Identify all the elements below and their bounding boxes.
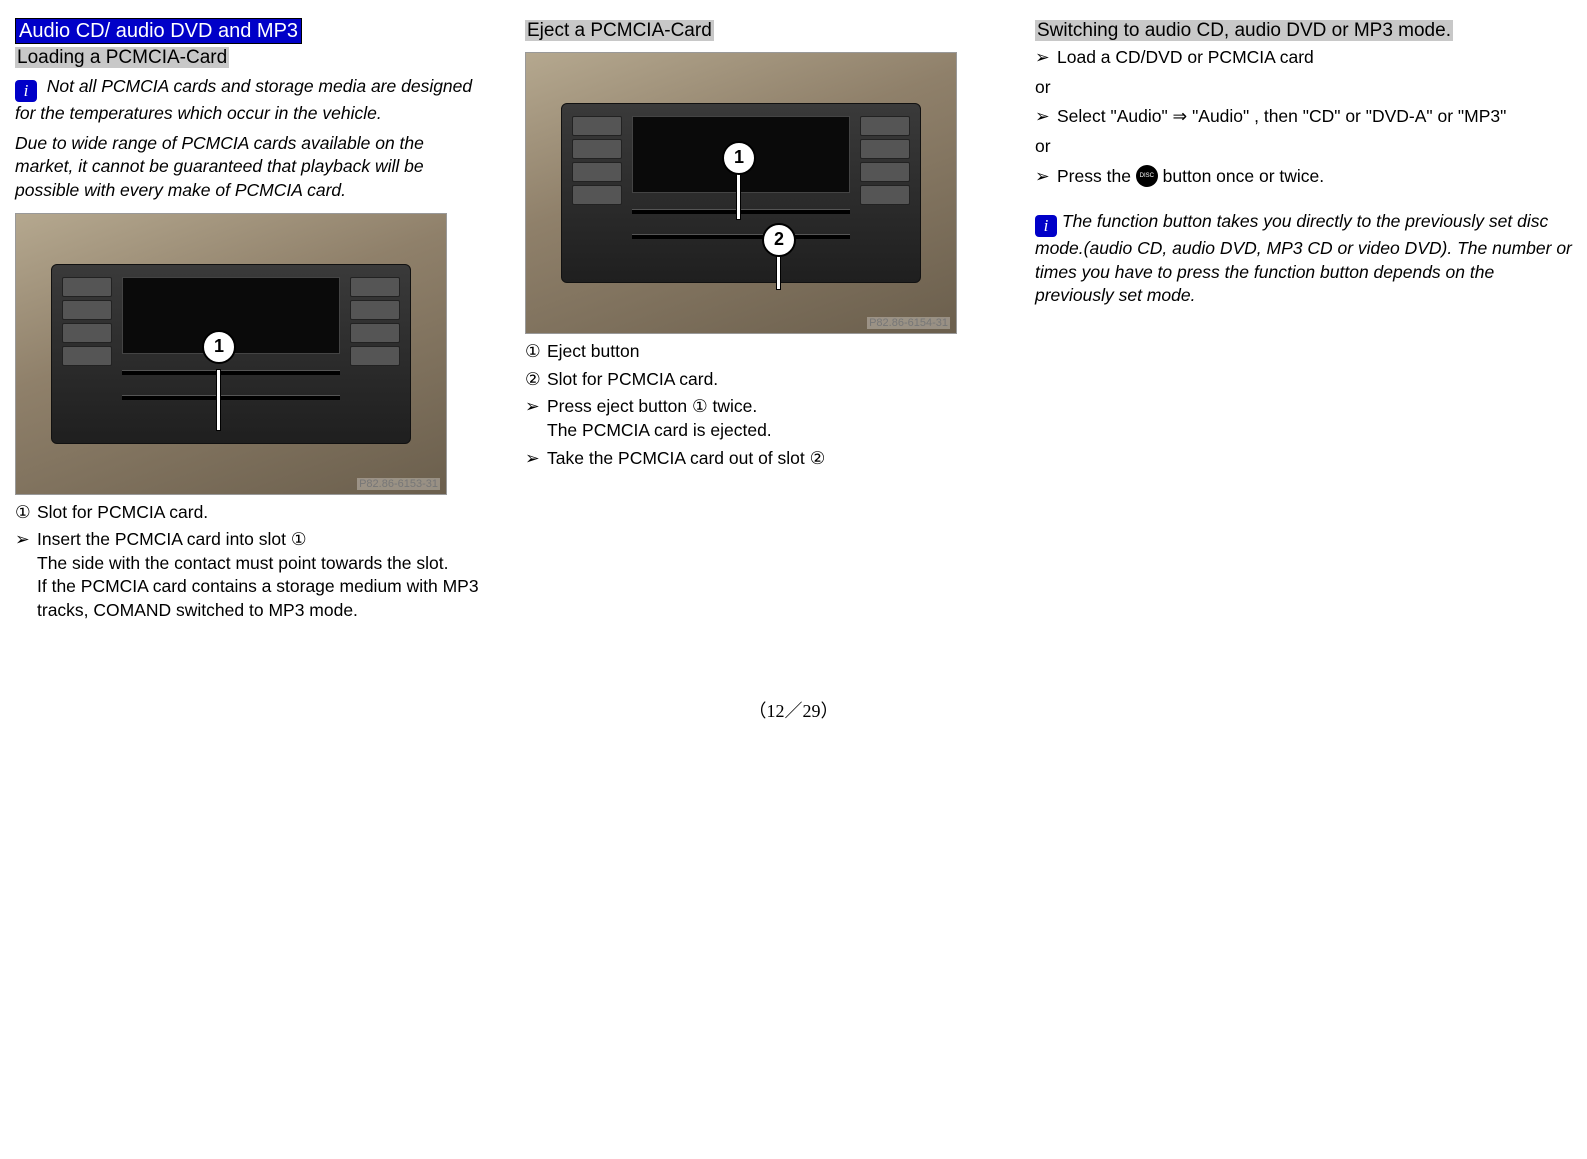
step-text-post: twice.	[708, 396, 758, 416]
step-text-pre: Take the PCMCIA card out of slot	[547, 448, 810, 468]
callout-1: 1	[722, 141, 756, 175]
disc-icon	[1136, 165, 1158, 187]
legend-2-text: Slot for PCMCIA card.	[547, 368, 995, 392]
subheading: Switching to audio CD, audio DVD or MP3 …	[1035, 20, 1453, 41]
step-line2: The side with the contact must point tow…	[37, 553, 448, 573]
step-select-audio: ➢ Select "Audio" ⇒ "Audio" , then "CD" o…	[1035, 105, 1572, 129]
step-line2: The PCMCIA card is ejected.	[547, 420, 772, 440]
step-text-pre: Press the	[1057, 166, 1136, 186]
console-graphic	[561, 103, 921, 283]
info-note: i The function button takes you directly…	[1035, 210, 1572, 308]
info-icon: i	[15, 80, 37, 102]
title-row: Audio CD/ audio DVD and MP3	[15, 20, 485, 43]
step-num: ②	[810, 448, 826, 468]
callout-2: 2	[762, 223, 796, 257]
legend-1: ① Eject button	[525, 340, 995, 364]
step-num: ①	[291, 529, 307, 549]
subheading-row: Switching to audio CD, audio DVD or MP3 …	[1035, 20, 1572, 42]
step-text-pre: Insert the PCMCIA card into slot	[37, 529, 291, 549]
photo-eject-pcmcia: 1 2 P82.86-6154-31	[525, 52, 957, 334]
info-note-1: i Not all PCMCIA cards and storage media…	[15, 75, 485, 126]
photo-ref: P82.86-6154-31	[867, 317, 950, 329]
bullet-icon: ➢	[525, 395, 547, 442]
info-text: The function button takes you directly t…	[1035, 211, 1572, 305]
legend-1: ① Slot for PCMCIA card.	[15, 501, 485, 525]
photo-loading-pcmcia: 1 P82.86-6153-31	[15, 213, 447, 495]
subheading-row: Eject a PCMCIA-Card	[525, 20, 995, 42]
step-line3: If the PCMCIA card contains a storage me…	[37, 576, 479, 620]
info-icon: i	[1035, 215, 1057, 237]
page-columns: Audio CD/ audio DVD and MP3 Loading a PC…	[15, 20, 1572, 627]
step-press-disc: ➢ Press the button once or twice.	[1035, 165, 1572, 189]
step-load: ➢ Load a CD/DVD or PCMCIA card	[1035, 46, 1572, 70]
subheading-row: Loading a PCMCIA-Card	[15, 47, 485, 69]
step-insert: ➢ Insert the PCMCIA card into slot ① The…	[15, 528, 485, 623]
legend-2-num: ②	[525, 368, 547, 392]
section-title: Audio CD/ audio DVD and MP3	[15, 18, 302, 44]
column-3: Switching to audio CD, audio DVD or MP3 …	[1035, 20, 1572, 627]
subheading: Eject a PCMCIA-Card	[525, 20, 714, 41]
step-text: Load a CD/DVD or PCMCIA card	[1057, 46, 1572, 70]
step-take-out: ➢ Take the PCMCIA card out of slot ②	[525, 447, 995, 471]
or-text: or	[1035, 76, 1572, 100]
legend-1-num: ①	[15, 501, 37, 525]
info-note-2: Due to wide range of PCMCIA cards availa…	[15, 132, 485, 203]
bullet-icon: ➢	[1035, 46, 1057, 70]
bullet-icon: ➢	[1035, 105, 1057, 129]
legend-1-text: Slot for PCMCIA card.	[37, 501, 485, 525]
step-num: ①	[692, 396, 708, 416]
step-press-eject: ➢ Press eject button ① twice. The PCMCIA…	[525, 395, 995, 442]
photo-ref: P82.86-6153-31	[357, 478, 440, 490]
page-number: （12／29）	[15, 697, 1572, 723]
or-text-2: or	[1035, 135, 1572, 159]
bullet-icon: ➢	[15, 528, 37, 623]
legend-1-num: ①	[525, 340, 547, 364]
callout-1: 1	[202, 330, 236, 364]
legend-1-text: Eject button	[547, 340, 995, 364]
step-text: Select "Audio" ⇒ "Audio" , then "CD" or …	[1057, 105, 1572, 129]
column-2: Eject a PCMCIA-Card 1 2 P82.86-6154-31 ①	[525, 20, 995, 627]
step-text-pre: Press eject button	[547, 396, 692, 416]
info-text-1: Not all PCMCIA cards and storage media a…	[15, 76, 472, 123]
legend-2: ② Slot for PCMCIA card.	[525, 368, 995, 392]
column-1: Audio CD/ audio DVD and MP3 Loading a PC…	[15, 20, 485, 627]
bullet-icon: ➢	[1035, 165, 1057, 189]
subheading: Loading a PCMCIA-Card	[15, 47, 229, 68]
bullet-icon: ➢	[525, 447, 547, 471]
step-text-post: button once or twice.	[1158, 166, 1324, 186]
